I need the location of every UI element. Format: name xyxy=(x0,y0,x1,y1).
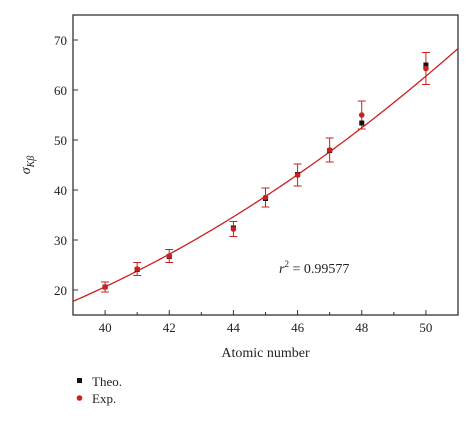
y-axis-label-main: σ xyxy=(19,166,34,174)
ticks-layer: 40 42 44 46 48 50 20 30 40 50 60 70 xyxy=(54,33,459,335)
data-marks-layer xyxy=(101,52,430,293)
plot-frame xyxy=(72,14,459,316)
y-tick-label: 60 xyxy=(54,83,67,98)
y-tick-label: 30 xyxy=(54,233,67,248)
x-tick-label: 42 xyxy=(163,320,176,335)
legend-marker-theo xyxy=(77,378,82,383)
legend-marker-exp xyxy=(76,395,83,401)
x-tick-label: 48 xyxy=(355,320,368,335)
theo-point xyxy=(359,120,365,126)
y-tick-label: 50 xyxy=(54,133,67,148)
r-squared-exponent: 2 xyxy=(284,259,289,269)
svg-text:σKβ: σKβ xyxy=(19,156,37,175)
legend-label-exp: Exp. xyxy=(92,391,116,406)
legend: Theo. Exp. xyxy=(76,374,122,406)
y-tick-label: 70 xyxy=(54,33,67,48)
exp-point xyxy=(262,194,269,201)
exp-point xyxy=(358,112,365,118)
x-tick-label: 40 xyxy=(99,320,112,335)
x-tick-label: 50 xyxy=(419,320,432,335)
plot-border xyxy=(72,14,459,316)
r-squared-value: = 0.99577 xyxy=(289,262,349,277)
exp-point xyxy=(166,253,173,259)
legend-label-theo: Theo. xyxy=(92,374,122,389)
r-squared-annotation: r2 = 0.99577 xyxy=(279,259,349,277)
y-axis-label: σKβ xyxy=(19,156,37,175)
theo-point xyxy=(423,62,429,68)
exp-point xyxy=(102,284,108,290)
y-tick-label: 40 xyxy=(54,183,67,198)
fit-curve xyxy=(72,48,459,302)
x-tick-label: 44 xyxy=(227,320,241,335)
exp-point xyxy=(326,147,333,153)
exp-point xyxy=(294,172,301,178)
y-axis-label-sub: Kβ xyxy=(26,156,37,169)
exp-point xyxy=(230,226,237,232)
x-axis-label: Atomic number xyxy=(221,346,310,361)
fit-curve-layer xyxy=(72,48,459,302)
exp-point xyxy=(423,65,429,72)
y-tick-label: 20 xyxy=(54,283,67,298)
exp-point xyxy=(134,266,140,272)
x-tick-label: 46 xyxy=(291,320,305,335)
r-squared-variable: r xyxy=(279,262,285,277)
